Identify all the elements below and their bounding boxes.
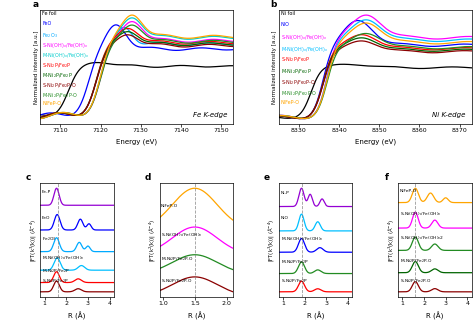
Text: S-Ni$_2$P/Fe$_2$P: S-Ni$_2$P/Fe$_2$P <box>42 277 69 285</box>
Text: Fe-P: Fe-P <box>42 190 51 194</box>
Text: Ni foil: Ni foil <box>281 11 295 16</box>
Text: Ni K-edge: Ni K-edge <box>432 112 466 118</box>
Text: S-Ni$_2$P/Fe$_2$P-O: S-Ni$_2$P/Fe$_2$P-O <box>400 278 431 285</box>
Text: Fe K-edge: Fe K-edge <box>193 112 228 118</box>
Text: Fe$_2$O$_3$: Fe$_2$O$_3$ <box>42 31 58 40</box>
Text: M-Ni$_2$P/Fe$_2$P: M-Ni$_2$P/Fe$_2$P <box>281 67 311 76</box>
Text: b: b <box>271 0 277 9</box>
Y-axis label: Normalized intensity [a.u.]: Normalized intensity [a.u.] <box>34 30 39 104</box>
Y-axis label: |FT(k$^3$(k))| (Å$^{-4}$): |FT(k$^3$(k))| (Å$^{-4}$) <box>267 218 277 262</box>
X-axis label: R (Å): R (Å) <box>188 312 205 320</box>
Text: Ni-P: Ni-P <box>281 191 289 195</box>
Text: S-Ni$_2$P/Fe$_2$P-O: S-Ni$_2$P/Fe$_2$P-O <box>42 81 77 90</box>
Text: M-Ni$_2$P/Fe$_2$P: M-Ni$_2$P/Fe$_2$P <box>281 258 308 266</box>
Text: M-Ni$_2$P/Fe$_2$P-O: M-Ni$_2$P/Fe$_2$P-O <box>281 89 317 98</box>
Text: NiO: NiO <box>281 22 290 27</box>
X-axis label: R (Å): R (Å) <box>426 312 444 320</box>
Text: S-Ni(OH)$_x$/Fe(OH)$_x$: S-Ni(OH)$_x$/Fe(OH)$_x$ <box>400 210 441 218</box>
Text: e: e <box>264 173 270 182</box>
Text: M-Ni$_2$P/Fe$_2$P-O: M-Ni$_2$P/Fe$_2$P-O <box>161 255 193 263</box>
Text: M-Ni$_2$P/Fe$_2$P: M-Ni$_2$P/Fe$_2$P <box>42 268 70 276</box>
Text: M-Ni$_2$P/Fe$_2$P-O: M-Ni$_2$P/Fe$_2$P-O <box>400 258 432 265</box>
Y-axis label: |FT(k$^3$(k))| (Å$^{-4}$): |FT(k$^3$(k))| (Å$^{-4}$) <box>386 218 397 262</box>
Text: Fe$_2$O$_3$: Fe$_2$O$_3$ <box>42 235 56 243</box>
Text: FeO: FeO <box>42 216 50 220</box>
Text: S-Ni(OH)$_x$/Fe(OH)$_x$: S-Ni(OH)$_x$/Fe(OH)$_x$ <box>42 41 89 50</box>
Text: M-Ni(OH)$_x$/Fe(OH)$_x$: M-Ni(OH)$_x$/Fe(OH)$_x$ <box>281 45 328 53</box>
Y-axis label: Normalized intensity [a.u.]: Normalized intensity [a.u.] <box>273 30 277 104</box>
Text: S-Ni(OH)$_x$/Fe(OH)$_x$: S-Ni(OH)$_x$/Fe(OH)$_x$ <box>281 33 327 42</box>
Y-axis label: |FT(k$^3$(k))| (Å$^{-4}$): |FT(k$^3$(k))| (Å$^{-4}$) <box>29 218 39 262</box>
Text: NiFeP-O: NiFeP-O <box>281 100 300 105</box>
Text: S-Ni(OH)$_x$/Fe(OH)$_x$: S-Ni(OH)$_x$/Fe(OH)$_x$ <box>161 232 202 240</box>
Y-axis label: |FT(k$^2$(k))| (Å$^{-4}$): |FT(k$^2$(k))| (Å$^{-4}$) <box>148 218 158 262</box>
Text: FeO: FeO <box>42 21 52 26</box>
Text: S-Ni$_2$P/Fe$_2$P-O: S-Ni$_2$P/Fe$_2$P-O <box>281 78 316 87</box>
Text: c: c <box>26 173 31 182</box>
Text: f: f <box>385 173 389 182</box>
Text: S-Ni$_2$P/Fe$_2$P: S-Ni$_2$P/Fe$_2$P <box>42 61 72 70</box>
Text: M-Ni$_2$P/Fe$_2$P-O: M-Ni$_2$P/Fe$_2$P-O <box>42 91 79 100</box>
Text: S-Ni$_2$P/Fe$_2$P: S-Ni$_2$P/Fe$_2$P <box>281 277 307 285</box>
Text: M-Ni$_2$P/Fe$_2$P: M-Ni$_2$P/Fe$_2$P <box>42 71 73 80</box>
Text: d: d <box>144 173 151 182</box>
Text: S-Ni$_2$P/Fe$_2$P-O: S-Ni$_2$P/Fe$_2$P-O <box>161 278 192 285</box>
Text: S-Ni$_2$P/Fe$_2$P: S-Ni$_2$P/Fe$_2$P <box>281 56 310 64</box>
Text: Fe foil: Fe foil <box>42 11 57 16</box>
Text: M-Ni(OH)$_x$/Fe(OH)$_x$: M-Ni(OH)$_x$/Fe(OH)$_x$ <box>281 236 323 244</box>
Text: S-Ni(OH)$_x$/Fe(OH)$_x$2: S-Ni(OH)$_x$/Fe(OH)$_x$2 <box>400 234 444 242</box>
Text: NiFeP-O: NiFeP-O <box>400 189 417 193</box>
X-axis label: R (Å): R (Å) <box>307 312 324 320</box>
X-axis label: Energy (eV): Energy (eV) <box>355 139 396 145</box>
Text: NiFeP-O: NiFeP-O <box>42 101 61 106</box>
Text: M-Ni(OH)$_x$/Fe(OH)$_x$: M-Ni(OH)$_x$/Fe(OH)$_x$ <box>42 254 85 262</box>
X-axis label: R (Å): R (Å) <box>68 312 86 320</box>
X-axis label: Energy (eV): Energy (eV) <box>116 139 157 145</box>
Text: M-Ni(OH)$_x$/Fe(OH)$_x$: M-Ni(OH)$_x$/Fe(OH)$_x$ <box>42 51 90 60</box>
Text: NiO: NiO <box>281 216 288 220</box>
Text: a: a <box>32 0 38 9</box>
Text: NiFeP-O: NiFeP-O <box>161 204 178 208</box>
